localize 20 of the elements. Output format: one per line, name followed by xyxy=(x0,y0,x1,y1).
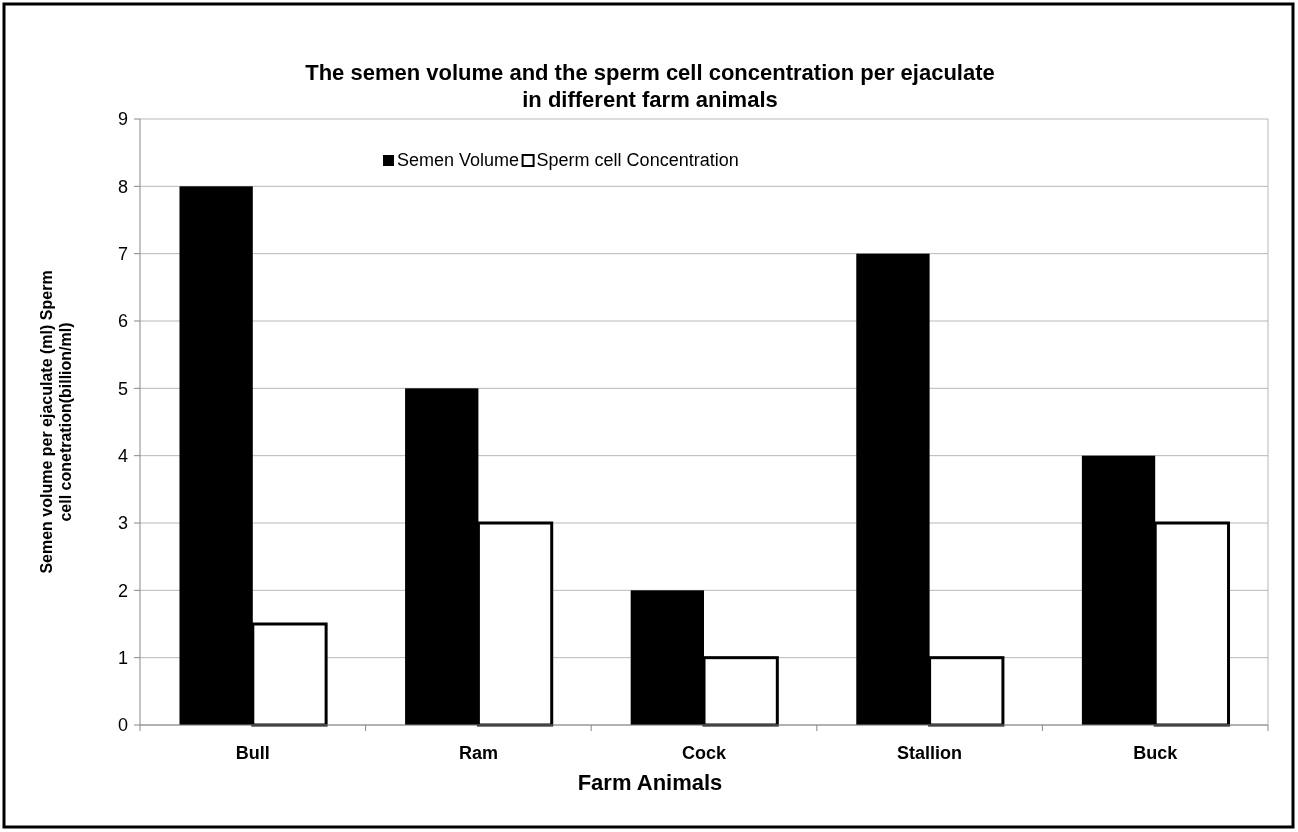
legend-label: Sperm cell Concentration xyxy=(536,150,739,170)
y-tick-label: 6 xyxy=(117,311,128,332)
y-tick-label: 2 xyxy=(117,580,128,601)
y-tick-label: 4 xyxy=(117,445,128,466)
y-tick-label: 7 xyxy=(117,243,128,264)
y-axis-title: Semen volume per ejaculate (ml) Sperm cell conetration(billion/ml) xyxy=(38,270,74,574)
x-tick-label: Ram xyxy=(458,743,498,763)
y-tick-label: 8 xyxy=(117,176,128,197)
y-tick-label: 0 xyxy=(117,715,128,736)
chart-title: The semen volume and the sperm cell concentration per ejaculate in different farm animals xyxy=(305,60,995,112)
x-tick-label: Buck xyxy=(1133,743,1179,763)
x-tick-label: Bull xyxy=(235,743,270,763)
x-tick-label: Stallion xyxy=(897,743,963,763)
x-tick-label: Cock xyxy=(681,743,727,763)
legend-label: Semen Volume xyxy=(397,150,520,170)
y-tick-label: 3 xyxy=(117,513,128,534)
y-tick-label: 5 xyxy=(117,378,128,399)
x-axis-title: Farm Animals xyxy=(577,770,723,795)
y-tick-label: 9 xyxy=(117,109,128,130)
y-tick-label: 1 xyxy=(117,647,128,668)
